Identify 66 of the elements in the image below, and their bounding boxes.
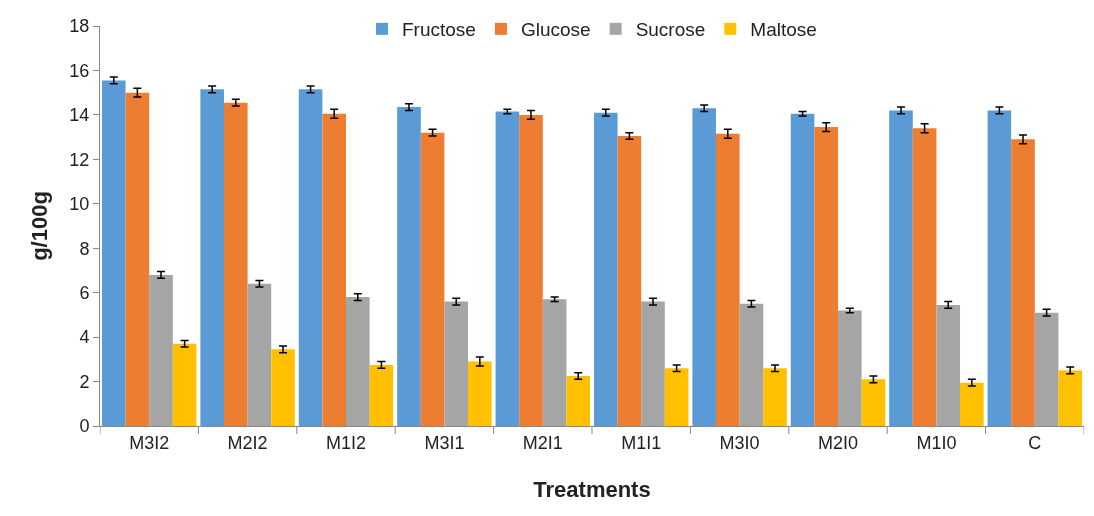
bar [397,107,421,426]
bar [172,343,197,426]
y-tick-label: 16 [69,60,90,81]
x-tick-label: M2I2 [227,432,268,453]
legend-label: Glucose [520,19,591,41]
y-tick-label: 10 [69,194,90,215]
bar [298,89,323,426]
bar [987,110,1012,426]
x-tick-label: M2I1 [522,432,563,453]
y-tick-label: 8 [79,238,90,259]
x-tick-label: M3I1 [424,432,465,453]
x-axis-title: Treatments [533,477,651,503]
bar [369,364,394,426]
y-tick-label: 0 [79,416,90,437]
bar [125,92,150,426]
bar [247,283,272,426]
bar [420,132,445,426]
x-tick-label: M1I1 [621,432,662,453]
y-tick-label: 14 [69,105,90,126]
bar [1011,139,1035,426]
bar [346,297,370,426]
bar [101,80,126,426]
bar [566,376,591,426]
legend-label: Fructose [402,19,476,41]
bar [1058,370,1083,426]
bar [641,301,665,426]
bar [692,108,716,426]
bar [715,133,740,426]
bar [1034,312,1059,426]
bar [912,128,937,426]
legend-label: Sucrose [635,19,706,41]
bar [223,102,248,426]
bar [519,114,543,426]
bar [444,301,469,426]
bar [763,368,787,426]
legend-label: Maltose [750,19,817,41]
x-tick-label: C [1028,432,1042,453]
bar [861,379,886,426]
bar [889,110,913,426]
bar [936,304,961,426]
bar [960,382,984,426]
bar [271,349,295,426]
bar [617,136,642,426]
x-tick-label: M3I2 [129,432,170,453]
x-tick-label: M1I0 [916,432,957,453]
bar [593,112,618,426]
x-tick-label: M1I2 [325,432,367,453]
bar [814,127,838,426]
bar [739,303,764,426]
bar [149,274,173,426]
y-tick-label: 12 [69,149,90,170]
bar [542,299,567,426]
y-tick-label: 6 [79,282,90,303]
bar [200,89,224,426]
bar [468,361,492,426]
bar [495,111,520,426]
y-tick-label: 4 [79,327,90,348]
y-tick-label: 2 [79,371,90,392]
bar [322,113,346,426]
bar [838,310,862,426]
bar [790,113,815,426]
bar [664,368,689,426]
y-tick-label: 18 [69,16,90,37]
x-tick-label: M2I0 [817,432,859,453]
x-tick-label: M3I0 [719,432,760,453]
y-axis-title: g/100g [27,191,53,261]
